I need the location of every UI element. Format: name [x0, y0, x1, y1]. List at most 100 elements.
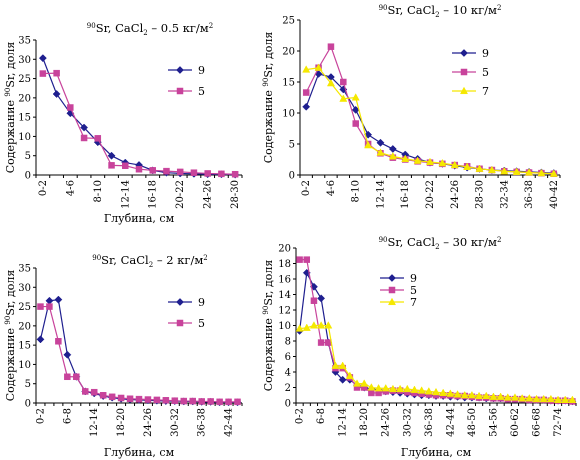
y-tick-label: 8 — [285, 337, 291, 348]
data-point — [37, 303, 44, 310]
x-tick-label: 28-30 — [230, 180, 241, 209]
y-tick-label: 5 — [25, 151, 31, 162]
data-point — [446, 389, 455, 397]
x-tick-label: 24-26 — [203, 180, 214, 209]
x-tick-label: 72-74 — [553, 408, 564, 437]
x-tick-label: 6-8 — [62, 408, 73, 424]
y-tick-label: 2 — [285, 383, 291, 394]
data-point — [189, 397, 196, 405]
legend-label: 5 — [410, 284, 417, 297]
legend: 9 5 7 — [452, 47, 489, 98]
x-axis-title: Глубина, см — [401, 446, 472, 459]
data-point — [537, 168, 546, 177]
y-tick-label: 25 — [18, 302, 31, 313]
data-point — [216, 398, 223, 406]
chart-3: 90Sr, CaCl2 – 2 кг/м2 Содержание 90Sr, до… — [4, 253, 243, 459]
data-point — [207, 398, 214, 405]
x-tick-label: 36-38 — [424, 408, 435, 437]
data-point — [374, 383, 383, 392]
legend-marker — [388, 286, 396, 294]
legend-label: 5 — [482, 66, 489, 79]
chart-1: 90Sr, CaCl2 – 0.5 кг/м2 Содержание 90Sr, … — [4, 21, 243, 225]
data-point — [482, 391, 491, 400]
y-tick-label: 0 — [25, 399, 31, 410]
y-tick-label: 10 — [282, 109, 295, 120]
legend-label: 9 — [482, 47, 489, 60]
data-point — [107, 151, 116, 160]
data-point — [413, 156, 422, 164]
x-tick-label: 40-42 — [549, 180, 560, 209]
data-point — [162, 397, 170, 404]
x-tick-label: 8-10 — [351, 180, 362, 202]
series-9 — [38, 54, 240, 179]
data-point — [338, 361, 347, 369]
y-tick-label: 20 — [278, 244, 291, 255]
data-point — [295, 324, 304, 332]
legend-label: 7 — [482, 85, 489, 98]
data-point — [475, 164, 484, 172]
legend-label: 9 — [198, 64, 205, 77]
data-point — [396, 384, 405, 393]
data-point — [438, 158, 447, 167]
x-tick-label: 24-26 — [381, 408, 392, 437]
legend-marker — [176, 319, 184, 327]
y-tick-label: 20 — [18, 321, 31, 332]
y-tick-label: 20 — [282, 47, 295, 58]
data-point — [73, 373, 80, 381]
data-point — [338, 375, 347, 384]
y-tick-label: 10 — [18, 360, 31, 371]
data-point — [171, 397, 179, 404]
data-point — [108, 162, 115, 169]
x-tick-label: 32-34 — [499, 180, 510, 209]
data-point — [310, 297, 318, 304]
y-tick-label: 15 — [18, 341, 31, 352]
y-tick-label: 16 — [278, 275, 291, 286]
x-tick-label: 12-14 — [120, 180, 131, 209]
series-line — [39, 298, 238, 403]
y-tick-label: 0 — [25, 171, 31, 182]
y-tick-label: 20 — [18, 93, 31, 104]
data-point — [218, 170, 225, 178]
data-point — [176, 168, 184, 176]
data-point — [317, 321, 326, 329]
y-tick-label: 12 — [278, 306, 291, 317]
data-point — [198, 398, 205, 405]
series-9 — [36, 295, 242, 407]
data-point — [403, 384, 412, 393]
data-point — [496, 392, 505, 400]
y-tick-label: 18 — [278, 259, 291, 270]
data-point — [64, 373, 71, 381]
data-point — [55, 338, 62, 345]
x-tick-label: 20-22 — [175, 180, 186, 209]
chart-title: 90Sr, CaCl2 – 2 кг/м2 — [92, 253, 208, 269]
data-point — [510, 393, 519, 401]
data-point — [190, 169, 198, 176]
y-tick-label: 30 — [18, 283, 31, 294]
x-tick-label: 18-20 — [359, 408, 370, 437]
data-point — [500, 166, 509, 175]
legend: 95 — [168, 296, 205, 330]
data-point — [94, 135, 102, 142]
data-point — [489, 392, 498, 400]
x-tick-label: 0-2 — [301, 180, 312, 196]
x-tick-label: 20-22 — [425, 180, 436, 209]
data-point — [518, 394, 527, 402]
data-point — [368, 389, 375, 397]
data-point — [149, 167, 156, 174]
data-point — [460, 390, 469, 399]
x-tick-label: 4-6 — [65, 180, 76, 196]
legend-marker — [388, 274, 396, 282]
data-point — [327, 43, 335, 50]
series-7 — [295, 321, 577, 403]
y-axis-title: Содержание 90Sr, доля — [262, 260, 275, 392]
data-point — [340, 78, 347, 86]
data-point — [317, 294, 326, 303]
data-point — [36, 335, 45, 344]
data-point — [302, 102, 311, 111]
y-axis-title: Содержание 90Sr, доля — [262, 32, 275, 164]
data-point — [467, 390, 476, 399]
data-point — [135, 165, 143, 173]
data-point — [376, 138, 385, 147]
data-point — [475, 391, 484, 400]
